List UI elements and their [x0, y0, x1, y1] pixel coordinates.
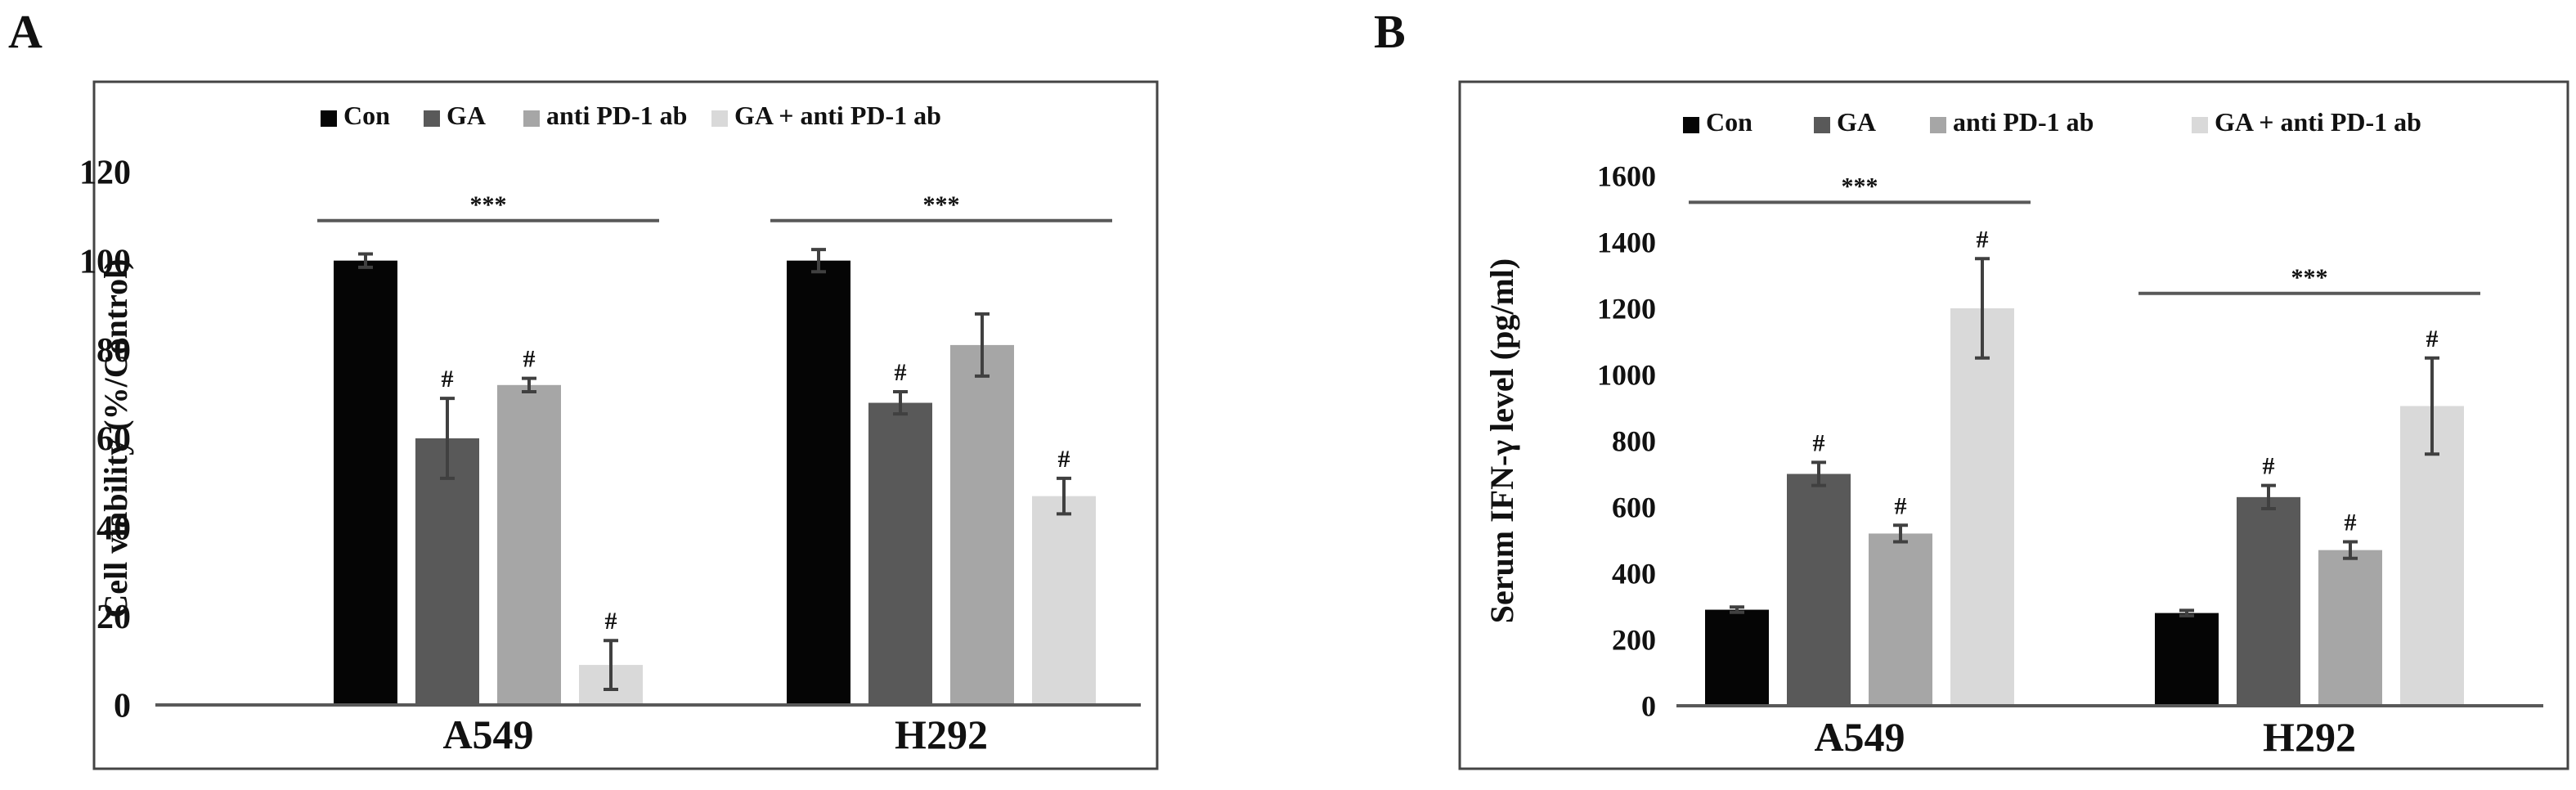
panel-b-significance-mark-h292-anti-pd-1-ab: #	[2345, 509, 2357, 536]
panel-a-significance-mark-h292-ga-anti-pd-1-ab: #	[1058, 446, 1070, 473]
panel-a-frame	[92, 80, 1159, 770]
panel-b-legend-label-con: Con	[1706, 107, 1752, 137]
panel-a-legend-swatch-anti-pd-1-ab	[523, 110, 540, 127]
panel-a-bar-a549-anti-pd-1-ab	[497, 384, 561, 705]
panel-b-letter: B	[1374, 5, 1406, 58]
panel-a-significance-mark-a549-ga: #	[442, 366, 454, 393]
panel-a-bar-a549-ga	[415, 438, 479, 705]
panel-b-legend-label-ga: GA	[1837, 107, 1876, 137]
panel-b-legend-swatch-ga-anti-pd-1-ab	[2192, 117, 2208, 133]
panel-a-significance-stars: ***	[923, 191, 960, 218]
panel-b-ytick-label: 1400	[1597, 227, 1656, 259]
panel-b-ytick-label: 400	[1612, 558, 1656, 590]
panel-a-bar-h292-con	[787, 260, 850, 706]
panel-a-legend-label-anti-pd-1-ab: anti PD-1 ab	[546, 101, 687, 130]
panel-a-legend-label-ga: GA	[447, 101, 486, 130]
panel-a-significance-stars: ***	[470, 191, 507, 218]
panel-b-bar-a549-ga-anti-pd-1-ab	[1950, 308, 2014, 706]
panel-b-ytick-label: 800	[1612, 425, 1656, 458]
panel-b-significance-mark-a549-ga-anti-pd-1-ab: #	[1977, 226, 1989, 253]
panel-b-legend-label-anti-pd-1-ab: anti PD-1 ab	[1953, 107, 2094, 137]
panel-b-legend-swatch-anti-pd-1-ab	[1930, 117, 1946, 133]
panel-a-legend-swatch-con	[321, 110, 337, 127]
panel-b-bar-a549-anti-pd-1-ab	[1869, 533, 1932, 706]
panel-b-significance-mark-a549-anti-pd-1-ab: #	[1895, 492, 1907, 519]
panel-b-bar-h292-con	[2155, 613, 2219, 706]
panel-b-ytick-label: 0	[1641, 690, 1656, 723]
panel-a-category-label-h292: H292	[895, 711, 988, 757]
panel-b-legend-swatch-ga	[1814, 117, 1830, 133]
panel-b-significance-stars: ***	[2291, 264, 2328, 291]
panel-b-category-label-h292: H292	[2263, 714, 2356, 760]
panel-b-y-axis-title: Serum IFN-γ level (pg/ml)	[1483, 258, 1520, 623]
panel-b-significance-mark-h292-ga-anti-pd-1-ab: #	[2426, 325, 2439, 352]
panel-b-bar-a549-con	[1705, 609, 1769, 706]
panel-a-ytick-label: 20	[96, 599, 131, 636]
panel-a-chart: Con GA anti PD-1 ab GA + anti PD-1 ab 0 20 40 6…	[79, 101, 1141, 757]
panel-a-legend-label-con: Con	[343, 101, 390, 130]
panel-b-bar-h292-ga	[2237, 496, 2300, 706]
panel-a-bar-h292-ga	[868, 402, 932, 705]
panel-b-bar-a549-ga	[1787, 474, 1851, 706]
panel-a-bar-a549-con	[334, 260, 397, 706]
panel-b-legend-label-ga-anti-pd-1-ab: GA + anti PD-1 ab	[2215, 107, 2421, 137]
panel-b-legend-swatch-con	[1683, 117, 1699, 133]
panel-a-category-label-a549: A549	[442, 711, 533, 757]
panel-b-frame	[1458, 80, 2569, 770]
panel-b-ytick-label: 600	[1612, 492, 1656, 524]
panel-a-ytick-label: 100	[79, 243, 131, 281]
panel-b-chart: Con GA anti PD-1 ab GA + anti PD-1 ab 0 200 40…	[1483, 107, 2543, 760]
panel-a-bar-h292-anti-pd-1-ab	[950, 344, 1014, 705]
panel-b-significance-mark-h292-ga: #	[2263, 453, 2275, 480]
panel-a-ytick-label: 60	[96, 421, 131, 459]
panel-a-ytick-label: 80	[96, 332, 131, 370]
panel-b-significance-stars: ***	[1842, 173, 1878, 200]
panel-a-legend-swatch-ga-anti-pd-1-ab	[711, 110, 728, 127]
panel-a-ytick-label: 0	[114, 688, 131, 725]
panel-b-ytick-label: 1600	[1597, 160, 1656, 193]
panel-b-ytick-label: 200	[1612, 624, 1656, 657]
panel-b-bar-h292-ga-anti-pd-1-ab	[2400, 406, 2464, 706]
panel-a-ytick-label: 40	[96, 509, 131, 547]
panel-a-letter: A	[8, 5, 43, 58]
panel-b-category-label-a549: A549	[1814, 714, 1905, 760]
panel-b-significance-mark-a549-ga: #	[1813, 429, 1825, 456]
panel-a-significance-mark-h292-ga: #	[895, 359, 907, 386]
panel-b-ytick-label: 1000	[1597, 359, 1656, 392]
panel-b-bar-h292-anti-pd-1-ab	[2318, 550, 2382, 706]
panel-a-significance-mark-a549-anti-pd-1-ab: #	[523, 346, 536, 373]
panel-a-legend-label-ga-anti-pd-1-ab: GA + anti PD-1 ab	[734, 101, 941, 130]
panel-a-y-axis-title: Cell viability (%/Control)	[97, 258, 134, 617]
panel-a-bar-h292-ga-anti-pd-1-ab	[1032, 496, 1096, 705]
panel-a-ytick-label: 120	[79, 155, 131, 192]
panel-a-significance-mark-a549-ga-anti-pd-1-ab: #	[605, 608, 617, 635]
panel-a-legend-swatch-ga	[424, 110, 440, 127]
panel-b-ytick-label: 1200	[1597, 293, 1656, 325]
